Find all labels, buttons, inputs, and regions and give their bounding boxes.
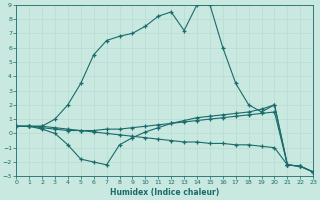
X-axis label: Humidex (Indice chaleur): Humidex (Indice chaleur)	[110, 188, 219, 197]
